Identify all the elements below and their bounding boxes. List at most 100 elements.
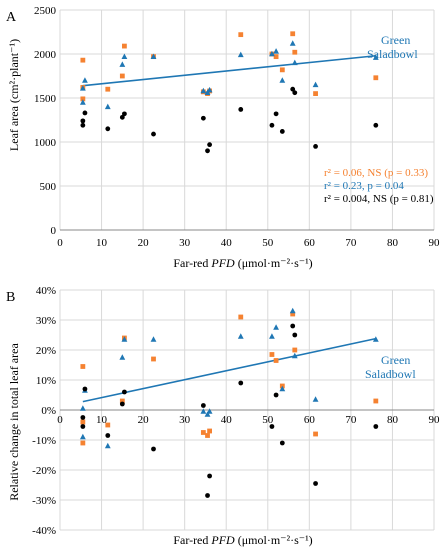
panel-b-point-square bbox=[313, 431, 318, 437]
panel-b-x-tick-label: 0 bbox=[57, 414, 63, 426]
panel-a: A 0 500 1000 1500 2000 2500 0 10 20 30 40 50 60 70 80… bbox=[6, 5, 440, 270]
panel-a-point-triangle bbox=[291, 59, 298, 66]
panel-b-point-triangle bbox=[289, 307, 296, 314]
panel-a-x-tick-label: 70 bbox=[345, 237, 357, 249]
panel-a-point-circle bbox=[273, 111, 279, 117]
panel-a-points bbox=[79, 31, 379, 154]
panel-b-point-square bbox=[80, 440, 86, 446]
panel-b-x-tick-label: 50 bbox=[262, 414, 274, 426]
panel-b-point-square bbox=[151, 356, 156, 362]
panel-b-point-triangle bbox=[119, 354, 126, 360]
panel-b-point-square bbox=[200, 430, 206, 435]
panel-b-point-triangle bbox=[291, 352, 298, 359]
panel-a-point-circle bbox=[269, 122, 275, 128]
panel-b-point-circle bbox=[313, 481, 318, 486]
panel-a-x-axis-label: Far-red PFD (μmol·m⁻²·s⁻¹) bbox=[173, 256, 312, 270]
panel-a-y-ticks: 0 500 1000 1500 2000 2500 bbox=[34, 5, 57, 237]
panel-b-point-square bbox=[80, 419, 86, 425]
panel-a-x-tick-label: 80 bbox=[387, 237, 399, 249]
panel-b-grid bbox=[59, 289, 435, 531]
panel-b-x-tick-label: 60 bbox=[304, 414, 316, 426]
panel-a-point-circle bbox=[105, 126, 111, 132]
panel-b-x-axis-label: Far-red PFD (μmol·m⁻²·s⁻¹) bbox=[173, 533, 312, 547]
panel-b-point-square bbox=[238, 314, 244, 320]
panel-b-point-triangle bbox=[372, 336, 379, 342]
panel-a-y-tick-label: 1500 bbox=[34, 93, 57, 105]
panel-b-point-circle bbox=[269, 424, 275, 429]
panel-a-point-triangle bbox=[79, 99, 86, 105]
panel-b-point-square bbox=[207, 428, 212, 434]
panel-b-y-tick-label: 0% bbox=[41, 405, 56, 417]
panel-b-x-tick-label: 40 bbox=[221, 414, 233, 426]
panel-b-y-tick-label: -40% bbox=[32, 525, 56, 537]
panel-a-point-circle bbox=[151, 131, 156, 137]
panel-b-point-triangle bbox=[121, 336, 128, 342]
panel-b-point-square bbox=[373, 398, 379, 404]
panel-b-point-circle bbox=[80, 424, 86, 429]
panel-a-point-circle bbox=[82, 110, 88, 116]
panel-b-point-square bbox=[119, 398, 125, 404]
panel-b-letter: B bbox=[6, 290, 15, 305]
panel-b-point-square bbox=[273, 358, 279, 363]
panel-b-x-tick-label: 80 bbox=[387, 414, 399, 426]
panel-b-point-triangle bbox=[237, 333, 244, 339]
panel-a-x-ticks: 0 10 20 30 40 50 60 70 80 90 bbox=[57, 237, 440, 249]
panel-b: B -40% -30% -20% -10% 0% 10% 20% 30% 40% 0 10 20 30… bbox=[6, 285, 440, 547]
panel-b-point-circle bbox=[205, 493, 210, 498]
panel-b-x-tick-label: 90 bbox=[429, 414, 441, 426]
panel-b-point-triangle bbox=[79, 433, 86, 440]
panel-a-y-tick-label: 1000 bbox=[34, 137, 57, 149]
panel-a-point-square bbox=[238, 32, 244, 38]
panel-b-y-tick-label: 20% bbox=[36, 345, 56, 357]
panel-a-point-square bbox=[105, 86, 111, 92]
panel-a-point-circle bbox=[80, 118, 86, 124]
panel-b-point-triangle bbox=[312, 396, 319, 402]
panel-a-x-tick-label: 0 bbox=[57, 237, 63, 249]
panel-a-point-triangle bbox=[121, 53, 128, 59]
panel-a-x-tick-label: 20 bbox=[138, 237, 150, 249]
panel-a-point-square bbox=[273, 54, 279, 60]
panel-b-y-tick-label: 10% bbox=[36, 375, 56, 387]
panel-a-point-circle bbox=[122, 111, 127, 117]
panel-b-point-circle bbox=[119, 401, 125, 407]
panel-b-point-circle bbox=[82, 386, 88, 392]
panel-b-y-axis-label: Relative change in total leaf area bbox=[7, 343, 21, 501]
panel-a-point-square bbox=[292, 49, 298, 55]
panel-b-y-tick-label: -20% bbox=[32, 465, 56, 477]
panel-a-point-triangle bbox=[200, 87, 207, 94]
panel-b-trend-line bbox=[82, 337, 376, 403]
panel-a-trendline bbox=[82, 54, 376, 87]
panel-a-grid bbox=[59, 9, 435, 231]
panel-b-point-triangle bbox=[269, 333, 275, 339]
panel-a-point-triangle bbox=[119, 61, 126, 67]
panel-b-point-square bbox=[105, 422, 111, 428]
panel-a-point-triangle bbox=[312, 81, 319, 88]
panel-a-trend-label-saladbowl: Saladbowl bbox=[367, 47, 418, 61]
panel-b-point-circle bbox=[122, 389, 127, 395]
panel-b-point-circle bbox=[292, 332, 298, 338]
panel-a-stat-black: r² = 0.004, NS (p = 0.81) bbox=[324, 193, 434, 205]
panel-b-point-circle bbox=[105, 433, 111, 438]
panel-a-point-square bbox=[290, 31, 296, 37]
panel-b-x-tick-label: 10 bbox=[96, 414, 108, 426]
panel-b-point-circle bbox=[373, 424, 379, 429]
panel-a-point-circle bbox=[290, 86, 296, 92]
panel-a-point-triangle bbox=[79, 85, 86, 91]
panel-a-y-tick-label: 500 bbox=[40, 181, 57, 193]
panel-b-trend-label-saladbowl: Saladbowl bbox=[365, 367, 416, 381]
panel-b-point-square bbox=[269, 352, 275, 357]
panel-a-x-tick-label: 50 bbox=[262, 237, 274, 249]
panel-a-point-square bbox=[119, 73, 125, 79]
panel-a-point-circle bbox=[200, 115, 206, 121]
panel-b-point-square bbox=[205, 433, 210, 438]
panel-a-x-tick-label: 60 bbox=[304, 237, 316, 249]
panel-b-x-tick-label: 70 bbox=[345, 414, 357, 426]
panel-b-point-triangle bbox=[206, 408, 213, 414]
panel-b-point-triangle bbox=[200, 408, 207, 414]
panel-b-point-square bbox=[80, 364, 86, 369]
panel-b-point-triangle bbox=[79, 405, 86, 411]
panel-b-trend-label-green: Green bbox=[381, 353, 410, 367]
panel-a-y-tick-label: 0 bbox=[51, 225, 57, 237]
panel-a-stat-blue: r² = 0.23, p = 0.04 bbox=[324, 180, 404, 192]
